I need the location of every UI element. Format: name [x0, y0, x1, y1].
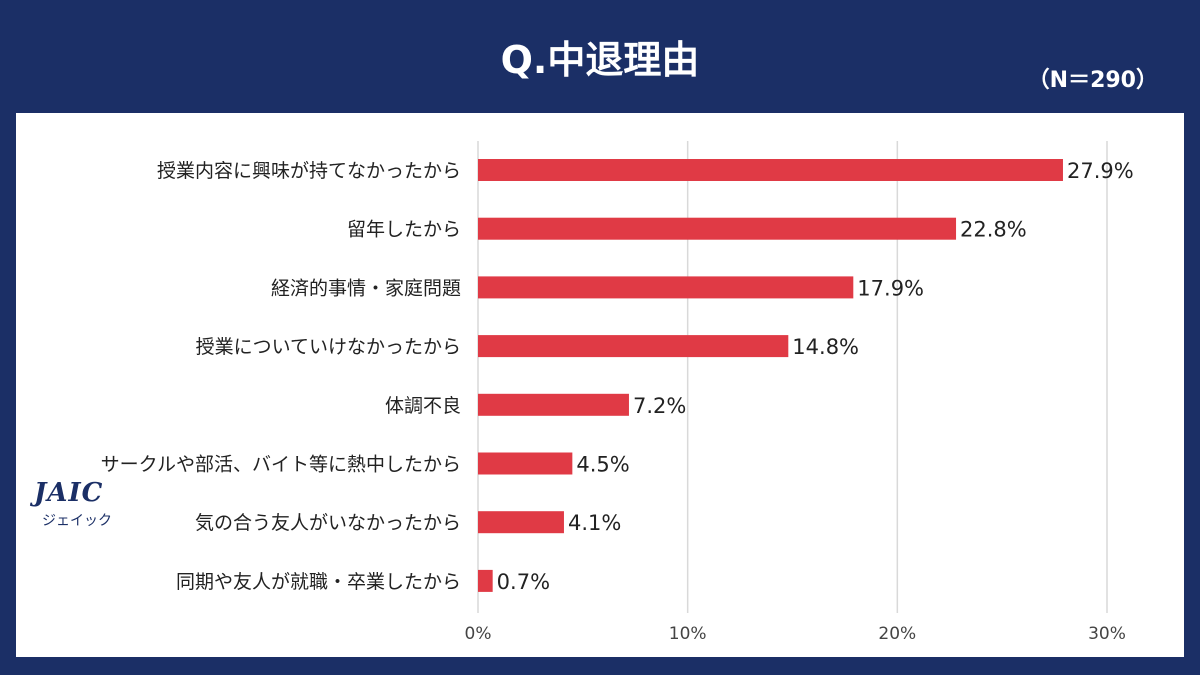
- category-label: 気の合う友人がいなかったから: [195, 512, 461, 534]
- category-label: 授業内容に興味が持てなかったから: [157, 160, 461, 182]
- category-label: 体調不良: [385, 395, 461, 417]
- x-tick-label: 0%: [465, 624, 492, 644]
- chart-title: Q.中退理由: [500, 38, 700, 82]
- category-label: サークルや部活、バイト等に熱中したから: [101, 454, 461, 476]
- value-label: 7.2%: [633, 394, 686, 418]
- bar: [478, 276, 854, 299]
- value-label: 27.9%: [1067, 159, 1134, 183]
- bar: [478, 511, 564, 534]
- category-label: 留年したから: [347, 219, 461, 241]
- x-tick-label: 10%: [669, 624, 707, 644]
- value-label: 0.7%: [497, 570, 550, 594]
- value-label: 22.8%: [960, 218, 1027, 242]
- bar-chart: 0% 10% 20% 30% 授業内容に興味が持てなかったから 27.9% 留年したから 22…: [101, 141, 1134, 644]
- value-label: 4.5%: [576, 453, 629, 477]
- bar: [478, 159, 1063, 181]
- jaic-logo: JAIC ジェイック: [20, 478, 120, 538]
- x-tick-label: 20%: [878, 624, 916, 644]
- logo-subtext: ジェイック: [42, 513, 112, 529]
- bar: [478, 335, 789, 358]
- bar: [478, 452, 573, 475]
- bar: [478, 217, 957, 240]
- value-label: 4.1%: [568, 511, 621, 535]
- logo-text: JAIC: [34, 478, 104, 508]
- category-label: 同期や友人が就職・卒業したから: [176, 571, 461, 593]
- chart-panel: 0% 10% 20% 30% 授業内容に興味が持てなかったから 27.9% 留年したから 22…: [16, 113, 1184, 657]
- value-label: 17.9%: [857, 276, 924, 300]
- value-label: 14.8%: [792, 335, 859, 359]
- x-tick-label: 30%: [1088, 624, 1126, 644]
- sample-size: （N＝290）: [1027, 68, 1158, 93]
- bar: [478, 393, 629, 416]
- bar: [478, 569, 493, 592]
- category-label: 授業についていけなかったから: [196, 336, 461, 358]
- category-label: 経済的事情・家庭問題: [271, 277, 461, 299]
